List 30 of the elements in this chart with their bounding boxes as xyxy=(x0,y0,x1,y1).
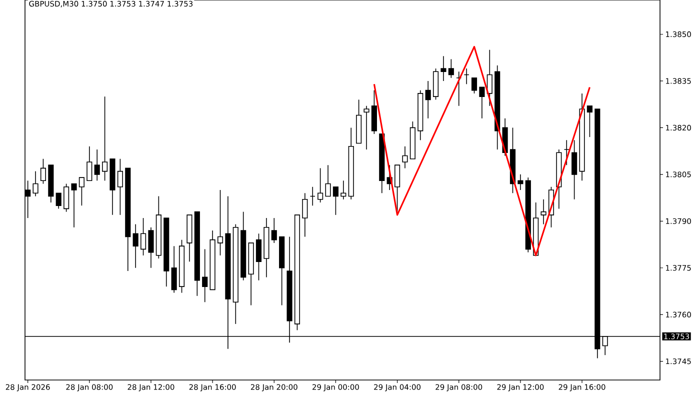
candlestick xyxy=(271,218,277,244)
candlestick xyxy=(232,224,238,324)
candlestick xyxy=(340,180,346,200)
candlestick xyxy=(579,93,585,182)
candlestick xyxy=(132,224,138,268)
candlestick xyxy=(117,158,123,216)
candlestick xyxy=(348,127,354,200)
candlestick xyxy=(518,174,524,190)
candlestick xyxy=(540,198,546,225)
candlestick xyxy=(310,186,316,206)
candlestick xyxy=(32,170,38,197)
candlestick xyxy=(418,90,424,141)
candlestick xyxy=(202,248,208,303)
line-series xyxy=(373,46,591,256)
candlestick xyxy=(440,56,446,82)
candlestick xyxy=(148,226,154,268)
candlestick xyxy=(217,190,224,256)
candlestick xyxy=(302,192,308,238)
candlestick xyxy=(402,146,408,169)
candlestick xyxy=(564,140,570,166)
candlestick xyxy=(464,68,470,84)
candlestick xyxy=(94,149,100,182)
candlestick xyxy=(171,246,177,294)
candlestick xyxy=(102,96,108,182)
candlestick xyxy=(364,106,370,150)
candlestick xyxy=(264,218,270,278)
candlestick xyxy=(525,177,531,253)
candlestick xyxy=(572,140,578,200)
candlestick xyxy=(425,80,431,119)
candlestick xyxy=(456,71,462,106)
